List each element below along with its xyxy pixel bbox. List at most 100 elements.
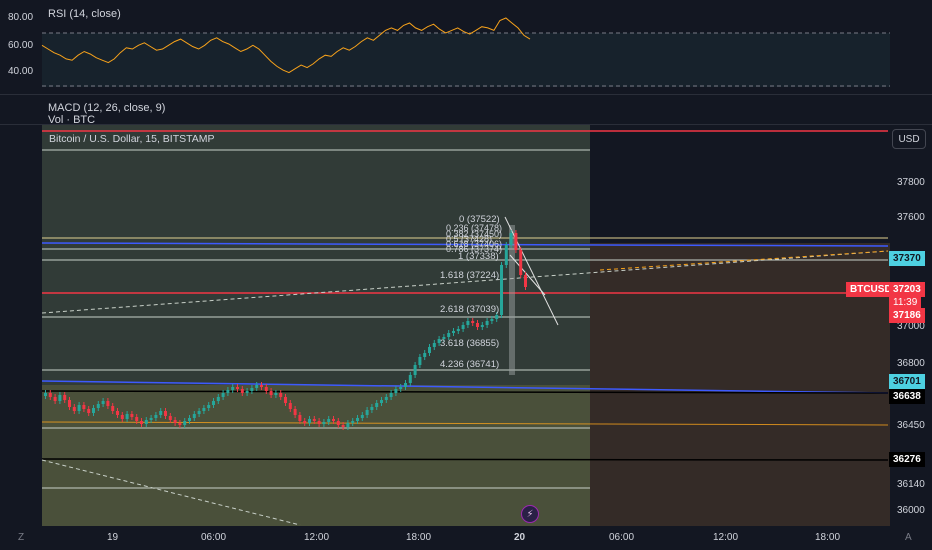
candle xyxy=(423,353,427,357)
time-tick: 18:00 xyxy=(815,532,841,543)
candle xyxy=(327,419,331,422)
candle xyxy=(111,406,115,411)
price-tick: 36450 xyxy=(897,420,925,431)
rsi-pane[interactable] xyxy=(0,0,932,95)
candle xyxy=(120,415,124,419)
candle xyxy=(68,400,71,407)
candle xyxy=(476,323,479,327)
candle xyxy=(384,397,388,400)
rsi-tick: 80.00 xyxy=(8,12,34,23)
candle xyxy=(197,411,201,414)
candle xyxy=(58,395,62,401)
shaded-zone-lower xyxy=(42,385,590,526)
last-price-badge: 37203 xyxy=(889,282,925,297)
fib-level-label: 0.382 (37450) xyxy=(446,229,503,239)
candle xyxy=(303,421,307,423)
candle xyxy=(44,393,47,396)
candle xyxy=(92,408,95,413)
trendline-blue xyxy=(41,242,889,247)
candle xyxy=(279,393,283,397)
candle xyxy=(77,405,81,411)
trendline-blue xyxy=(41,380,889,394)
candle xyxy=(116,411,119,415)
time-tick: 18:00 xyxy=(406,532,432,543)
price-tick: 36800 xyxy=(897,358,925,369)
candle xyxy=(408,375,412,383)
candle xyxy=(240,389,244,393)
pane-separator[interactable] xyxy=(0,124,932,125)
symbol-title[interactable]: Bitcoin / U.S. Dollar, 15, BITSTAMP xyxy=(49,133,215,145)
candle xyxy=(413,365,417,375)
candle xyxy=(341,425,345,427)
candle xyxy=(495,315,499,319)
candle xyxy=(466,321,470,325)
price-tick: 36000 xyxy=(897,505,925,516)
fib-level-label: 4.236 (36741) xyxy=(440,359,500,370)
candle xyxy=(288,403,292,409)
price-badge: 37186 xyxy=(889,308,925,323)
candle xyxy=(250,388,254,391)
time-axis[interactable] xyxy=(0,526,932,550)
candle xyxy=(130,414,134,417)
shaded-zone-right xyxy=(590,243,890,526)
trendline-dashed xyxy=(41,459,301,526)
candle xyxy=(418,357,422,365)
candle xyxy=(442,337,446,339)
auto-scale-icon[interactable]: A xyxy=(905,532,912,543)
candle xyxy=(236,387,239,389)
candle xyxy=(389,393,393,397)
macd-label[interactable]: MACD (12, 26, close, 9) xyxy=(48,102,166,114)
candle xyxy=(293,409,297,415)
candle xyxy=(504,245,508,265)
candle xyxy=(380,400,383,403)
volume-label[interactable]: Vol · BTC xyxy=(48,114,96,123)
candle xyxy=(231,387,235,390)
fib-level-label: 0.618 (37406) xyxy=(446,239,503,249)
candle xyxy=(255,385,259,388)
fib-trendline xyxy=(509,254,546,296)
pane-separator[interactable] xyxy=(0,94,932,95)
price-tick: 37000 xyxy=(897,321,925,332)
fib-level-label: 1.618 (37224) xyxy=(440,270,500,281)
candle xyxy=(173,420,177,423)
candle xyxy=(404,383,407,387)
rsi-label[interactable]: RSI (14, close) xyxy=(48,8,121,20)
fib-trendline xyxy=(504,216,559,326)
candle xyxy=(207,405,211,408)
candle xyxy=(308,419,311,423)
candle xyxy=(140,421,143,424)
candle xyxy=(53,397,57,401)
fib-level-label: 3.618 (36855) xyxy=(440,338,500,349)
candle xyxy=(188,418,191,421)
rsi-chart xyxy=(41,17,890,87)
time-tick: 19 xyxy=(107,532,119,543)
candle xyxy=(72,407,76,411)
rsi-tick: 60.00 xyxy=(8,40,34,51)
candle xyxy=(144,420,148,424)
candle xyxy=(226,390,230,393)
candle xyxy=(135,417,139,421)
hline-orange xyxy=(41,421,889,426)
candle xyxy=(336,421,340,425)
currency-button[interactable]: USD xyxy=(892,129,926,149)
candle xyxy=(485,321,489,325)
candle xyxy=(212,401,215,405)
candle xyxy=(365,410,369,415)
time-tick: 06:00 xyxy=(609,532,635,543)
flash-icon[interactable]: ⚡ xyxy=(521,505,539,523)
candle xyxy=(202,408,206,411)
fib-level-label: 0.236 (37478) xyxy=(446,223,503,233)
candle xyxy=(351,421,355,423)
candle xyxy=(375,403,379,407)
candle xyxy=(322,422,326,424)
timezone-icon[interactable]: Z xyxy=(18,532,25,543)
price-tick: 36140 xyxy=(897,479,925,490)
candle xyxy=(183,421,187,425)
candle xyxy=(370,407,374,410)
candle xyxy=(432,343,436,347)
candle xyxy=(106,401,110,406)
candle xyxy=(356,418,359,421)
candle xyxy=(168,416,172,420)
main-chart[interactable] xyxy=(0,125,932,526)
candle xyxy=(63,395,67,400)
